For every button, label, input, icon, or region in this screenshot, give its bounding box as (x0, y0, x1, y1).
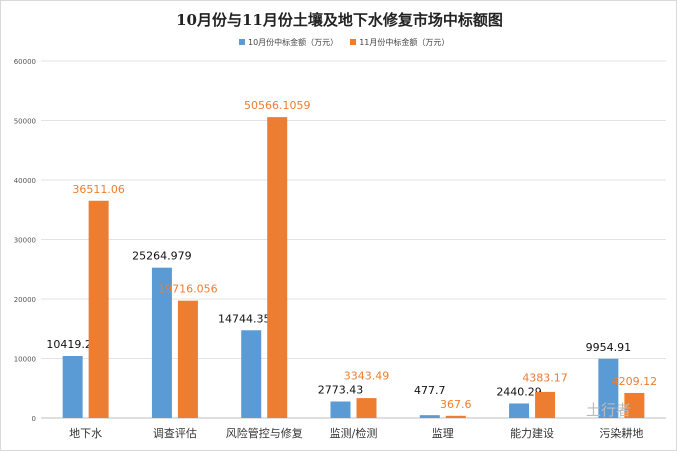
data-label: 19716.056 (158, 283, 218, 296)
bar (267, 117, 288, 419)
legend: 10月份中标金额（万元） 11月份中标金额（万元） (239, 37, 449, 48)
bar (177, 300, 198, 418)
data-label: 367.6 (440, 398, 472, 411)
y-tick-label: 0 (32, 415, 36, 423)
data-label: 2440.29 (496, 385, 542, 398)
legend-item: 11月份中标金额（万元） (350, 37, 449, 48)
legend-swatch (239, 39, 245, 45)
bar (241, 330, 262, 418)
data-label: 477.7 (414, 384, 446, 397)
bar (88, 200, 109, 418)
x-tick-label: 监理 (432, 427, 454, 440)
x-tick-label: 地下水 (69, 427, 102, 440)
x-tick-label: 能力建设 (510, 426, 554, 440)
bar (624, 392, 645, 418)
data-label: 9954.91 (586, 341, 632, 354)
y-tick-label: 50000 (14, 118, 36, 126)
data-label: 4383.17 (522, 371, 568, 384)
x-tick-label: 调查评估 (153, 426, 197, 440)
x-tick-label: 监测/检测 (330, 426, 378, 440)
bar (535, 391, 556, 418)
y-tick-label: 60000 (14, 58, 36, 66)
x-tick-label: 风险管控与修复 (226, 426, 303, 440)
data-label: 2773.43 (318, 383, 364, 396)
y-tick-label: 30000 (14, 237, 36, 245)
bar (151, 267, 172, 418)
watermark: 土行者 (586, 401, 632, 419)
data-label: 50566.1059 (244, 99, 310, 112)
chart-title: 10月份与11月份土壤及地下水修复市场中标额图 (176, 11, 503, 29)
bar (598, 358, 619, 418)
y-tick-label: 10000 (14, 356, 36, 364)
legend-swatch (350, 39, 357, 45)
y-tick-label: 40000 (14, 177, 36, 185)
data-label: 4209.12 (612, 375, 658, 388)
data-label: 10419.26 (46, 338, 99, 351)
y-tick-label: 20000 (14, 296, 36, 304)
bar (62, 356, 83, 418)
data-label: 36511.06 (72, 183, 125, 196)
x-tick-label: 污染耕地 (599, 426, 643, 440)
bar (330, 401, 351, 418)
data-label: 3343.49 (344, 369, 390, 382)
data-label: 25264.979 (132, 250, 192, 263)
bar (419, 415, 440, 418)
bar (356, 398, 377, 418)
legend-label: 11月份中标金额（万元） (359, 38, 450, 47)
legend-label: 10月份中标金额（万元） (248, 38, 339, 47)
legend-item: 10月份中标金额（万元） (239, 37, 338, 48)
bar (509, 403, 530, 418)
bar (445, 415, 466, 418)
